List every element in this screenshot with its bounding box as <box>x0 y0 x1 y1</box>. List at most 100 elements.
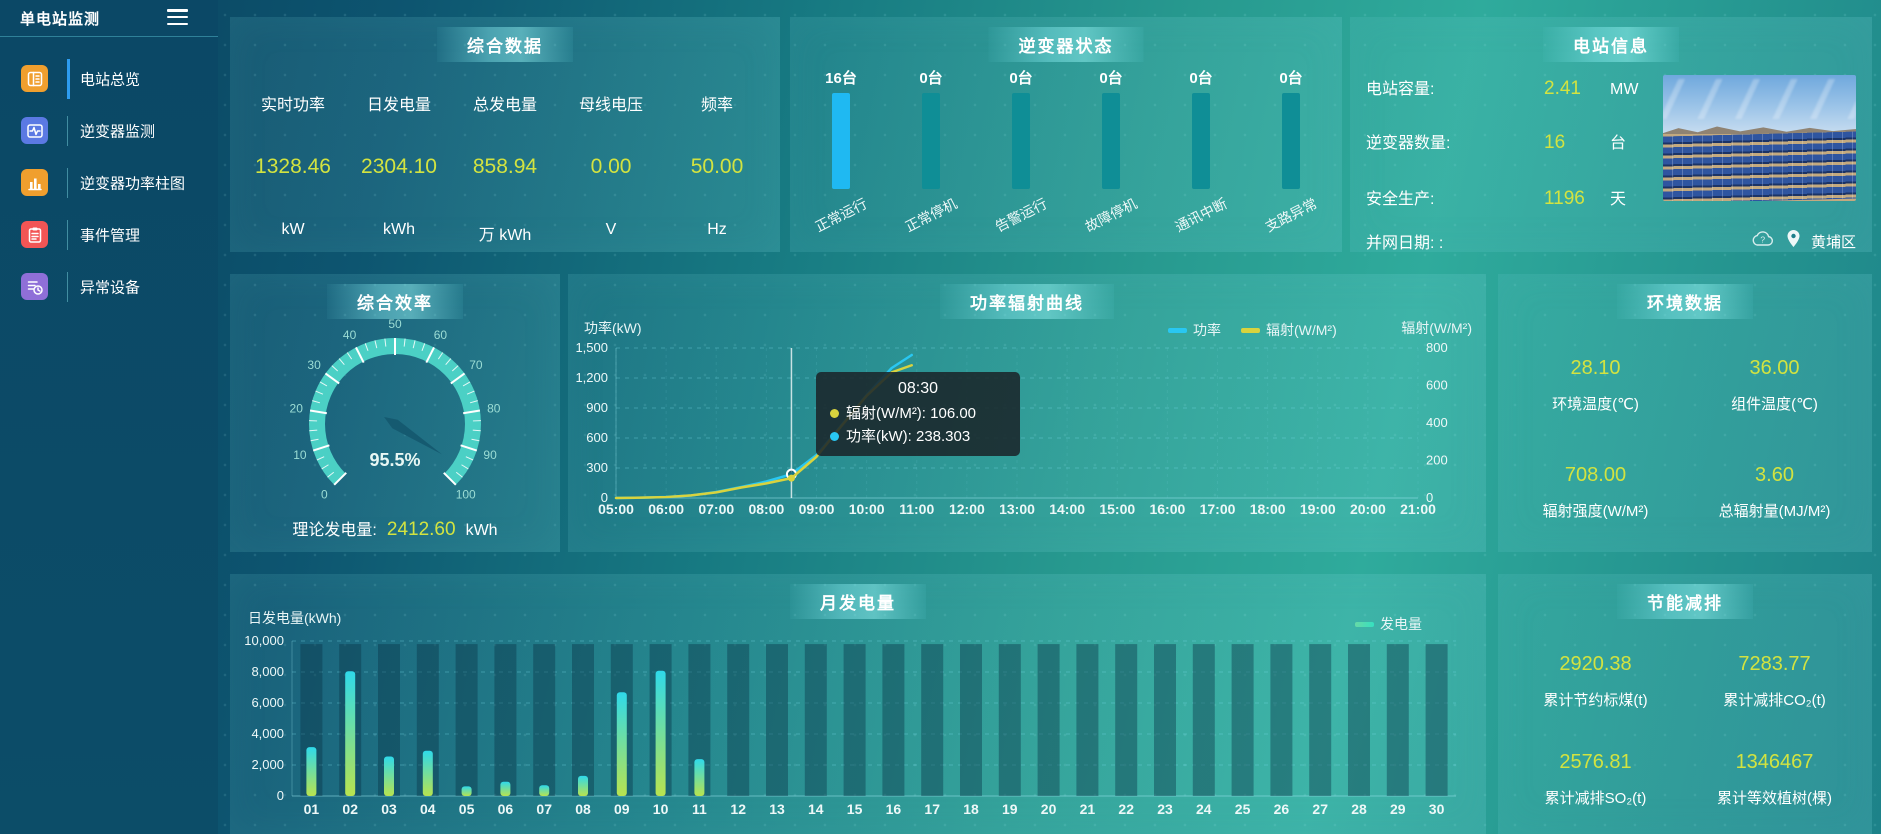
panel-energy-saving: 节能减排 2920.38 累计节约标煤(t) 7283.77 累计减排CO₂(t) 25… <box>1498 574 1872 834</box>
environment-label: 环境温度(℃) <box>1552 396 1639 413</box>
svg-text:05:00: 05:00 <box>598 501 634 517</box>
environment-cell: 708.00 辐射强度(W/M²) <box>1506 439 1685 546</box>
sidebar-item-event-management[interactable]: 事件管理 <box>0 209 218 261</box>
panel-environment: 环境数据 28.10 环境温度(℃) 36.00 组件温度(℃) 708.00 辐射强度(… <box>1498 274 1872 552</box>
svg-text:12:00: 12:00 <box>949 501 985 517</box>
panel-title-badge: 综合效率 <box>327 284 463 319</box>
inverter-status-column: 0台 支路异常 <box>1246 17 1336 252</box>
saving-value: 2920.38 <box>1559 652 1632 675</box>
station-info-row: 逆变器数量: 16 台 <box>1366 129 1626 154</box>
sidebar-item-inverter-monitoring[interactable]: 逆变器监测 <box>0 105 218 157</box>
legend-item-功率[interactable]: 功率 <box>1168 320 1221 340</box>
active-indicator <box>67 220 68 250</box>
monthly-energy-chart[interactable]: 0 2,000 4,000 6,000 8,000 10,000 01 02 03 04 05 06 0… <box>244 630 1484 826</box>
station-info-unit: 天 <box>1610 191 1627 208</box>
station-info-label: 安全生产: <box>1366 191 1435 208</box>
active-indicator <box>67 59 70 99</box>
svg-text:8,000: 8,000 <box>251 664 284 679</box>
sidebar-item-abnormal-devices[interactable]: 异常设备 <box>0 261 218 313</box>
power-radiation-chart-area[interactable]: 05:00 06:00 07:00 08:00 09:00 10:00 11:00 12:00… <box>568 314 1486 559</box>
svg-text:6,000: 6,000 <box>251 695 284 710</box>
saving-cells: 2920.38 累计节约标煤(t) 7283.77 累计减排CO₂(t) 2576.81… <box>1506 632 1864 828</box>
svg-text:900: 900 <box>586 400 608 415</box>
summary-values-row: 1328.46 2304.10 858.94 0.00 50.00 <box>240 155 770 179</box>
right-axis-name: 辐射(W/M²) <box>1401 320 1472 336</box>
panel-title-badge: 环境数据 <box>1617 284 1753 319</box>
panel-efficiency: 综合效率 0 10 20 30 40 50 60 70 80 90 100 95.5% 理论发电量: … <box>230 274 560 552</box>
svg-text:18:00: 18:00 <box>1250 501 1286 517</box>
svg-text:13:00: 13:00 <box>999 501 1035 517</box>
svg-text:0: 0 <box>1426 490 1433 505</box>
sidebar-item-label: 电站总览 <box>80 71 141 89</box>
power-bars-icon <box>21 169 48 196</box>
saving-cell: 2920.38 累计节约标煤(t) <box>1506 632 1685 730</box>
district-label[interactable]: 黄埔区 <box>1810 233 1856 251</box>
legend-item-发电量[interactable]: 发电量 <box>1355 614 1422 634</box>
station-info-value: 16 <box>1544 132 1566 153</box>
energy-bar-day-05 <box>461 786 472 796</box>
inverter-status-label: 告警运行 <box>992 195 1050 235</box>
svg-text:16: 16 <box>886 801 902 817</box>
inverter-status-bar <box>1012 93 1030 189</box>
svg-text:22: 22 <box>1118 801 1134 817</box>
sidebar-item-inverter-power-histogram[interactable]: 逆变器功率柱图 <box>0 157 218 209</box>
saving-label: 累计等效植树(棵) <box>1717 789 1832 807</box>
svg-text:70: 70 <box>469 358 483 372</box>
tooltip-series-dot <box>830 409 839 418</box>
inverter-count: 0台 <box>1099 70 1123 87</box>
svg-text:06:00: 06:00 <box>648 501 684 517</box>
station-info-label: 并网日期: : <box>1366 235 1444 252</box>
location-pin-icon[interactable] <box>1786 229 1801 253</box>
svg-text:600: 600 <box>586 430 608 445</box>
active-indicator <box>67 272 68 302</box>
app-title: 单电站监测 <box>20 11 101 28</box>
panel-power-radiation: 功率辐射曲线 功率(kW) 辐射(W/M²) 功率 辐射(W/M²) 05:00 0… <box>568 274 1486 552</box>
energy-bar-day-08 <box>578 775 588 796</box>
svg-text:?: ? <box>1760 234 1765 244</box>
sidebar-item-station-overview[interactable]: 电站总览 <box>0 53 218 105</box>
monthly-axis-name: 日发电量(kWh) <box>248 610 342 626</box>
panel-title-badge: 电站信息 <box>1543 27 1679 62</box>
tooltip-series-value: 辐射(W/M²): 106.00 <box>846 405 977 422</box>
svg-text:800: 800 <box>1426 340 1448 355</box>
energy-bar-day-04 <box>422 750 433 796</box>
legend-marker <box>1241 327 1260 333</box>
efficiency-gauge: 0 10 20 30 40 50 60 70 80 90 100 95.5% <box>290 317 501 502</box>
tooltip-row: 辐射(W/M²): 106.00 <box>830 402 1006 425</box>
inverter-status-column: 0台 正常停机 <box>886 17 976 252</box>
svg-text:21: 21 <box>1080 801 1096 817</box>
sidebar-item-label: 逆变器监测 <box>80 123 156 141</box>
energy-bar-day-03 <box>384 756 394 796</box>
svg-text:0: 0 <box>601 490 608 505</box>
monthly-energy-chart-area[interactable]: 0 2,000 4,000 6,000 8,000 10,000 01 02 03 04 05 06 0… <box>244 630 1484 831</box>
hamburger-menu-icon[interactable] <box>167 9 188 25</box>
inverter-count: 0台 <box>1279 70 1303 87</box>
metric-unit: 万 kWh <box>478 227 532 244</box>
svg-text:21:00: 21:00 <box>1400 501 1436 517</box>
saving-cell: 1346467 累计等效植树(棵) <box>1685 730 1864 828</box>
svg-text:200: 200 <box>1426 453 1448 468</box>
svg-text:11:00: 11:00 <box>899 501 934 517</box>
environment-value: 36.00 <box>1749 357 1800 379</box>
station-info-value: 2.41 <box>1544 78 1581 99</box>
svg-text:1,200: 1,200 <box>575 370 608 385</box>
metric-value: 2304.10 <box>361 155 437 178</box>
power-radiation-chart[interactable]: 05:00 06:00 07:00 08:00 09:00 10:00 11:00 12:00… <box>568 314 1486 554</box>
inverter-status-label: 正常运行 <box>812 195 870 235</box>
metric-unit: V <box>605 221 617 238</box>
theory-energy-label: 理论发电量: <box>292 522 377 539</box>
legend-item-辐射(W/M²)[interactable]: 辐射(W/M²) <box>1241 320 1337 340</box>
environment-label: 辐射强度(W/M²) <box>1542 503 1649 520</box>
station-info-label: 电站容量: <box>1366 81 1435 98</box>
panel-title-badge: 月发电量 <box>790 584 926 619</box>
inverter-status-column: 16台 正常运行 <box>796 17 886 252</box>
metric-value: 858.94 <box>472 155 538 178</box>
svg-text:300: 300 <box>586 460 608 475</box>
svg-text:28: 28 <box>1351 801 1367 817</box>
summary-labels-row: 实时功率 日发电量 总发电量 母线电压 频率 <box>240 91 770 115</box>
inverter-monitor-icon <box>21 117 48 144</box>
abnormal-device-icon <box>21 273 48 300</box>
energy-bar-day-02 <box>345 671 356 796</box>
weather-cloud-icon[interactable]: ? <box>1750 230 1776 253</box>
metric-unit: kWh <box>383 221 415 238</box>
